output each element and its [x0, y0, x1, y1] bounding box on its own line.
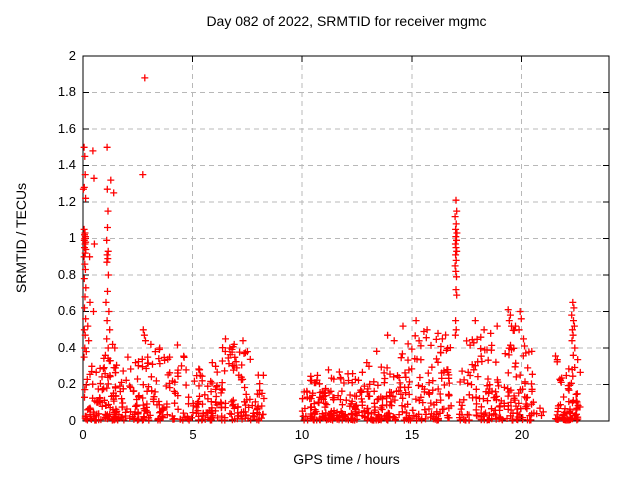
chart-title: Day 082 of 2022, SRMTID for receiver mgm…: [206, 13, 487, 29]
x-tick-label: 15: [404, 427, 420, 442]
x-tick-label: 10: [294, 427, 310, 442]
y-tick-label: 0.2: [57, 376, 76, 391]
y-tick-label: 1.4: [57, 157, 76, 172]
y-tick-label: 2: [68, 48, 76, 63]
x-tick-label: 20: [514, 427, 530, 442]
y-tick-label: 1.8: [57, 84, 76, 99]
y-tick-label: 1.2: [57, 194, 76, 209]
x-axis-title: GPS time / hours: [293, 451, 400, 467]
y-tick-label: 0.8: [57, 267, 76, 282]
y-tick-label: 1: [68, 230, 76, 245]
y-tick-label: 1.6: [57, 121, 76, 136]
y-tick-label: 0.6: [57, 303, 76, 318]
x-tick-label: 0: [79, 427, 87, 442]
y-tick-label: 0: [68, 413, 76, 428]
x-tick-label: 5: [189, 427, 197, 442]
y-tick-label: 0.4: [57, 340, 76, 355]
